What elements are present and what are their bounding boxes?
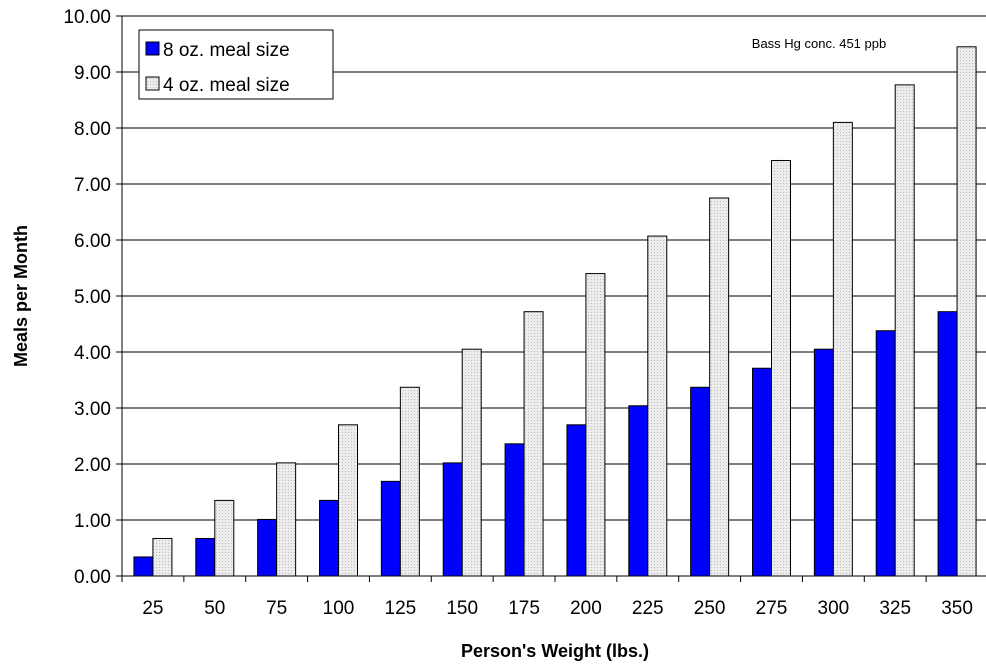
x-tick-label: 175 <box>508 598 540 619</box>
y-tick-label: 10.00 <box>63 7 111 28</box>
bar-4oz <box>276 462 297 577</box>
legend-label-4oz: 4 oz. meal size <box>163 75 290 96</box>
legend: 8 oz. meal size 4 oz. meal size <box>138 29 334 100</box>
y-tick-label: 9.00 <box>74 63 111 84</box>
y-tick-label: 7.00 <box>74 175 111 196</box>
x-tick-label: 125 <box>385 598 417 619</box>
x-tick-label: 75 <box>266 598 287 619</box>
bar-8oz <box>752 367 772 577</box>
bar-8oz <box>937 311 958 577</box>
bar-4oz <box>647 235 668 577</box>
y-tick-label: 0.00 <box>74 567 111 588</box>
bar-4oz <box>832 121 853 577</box>
x-tick-labels: 25 50 75 100 125 150 175 200 225 250 275 300 325 350 <box>142 598 973 619</box>
gridlines <box>122 15 986 521</box>
bar-8oz <box>257 518 278 577</box>
bar-8oz <box>875 330 896 577</box>
bar-8oz <box>504 443 525 577</box>
x-tick-label: 350 <box>941 598 973 619</box>
bar-4oz <box>338 424 358 577</box>
legend-swatch-4oz <box>145 76 160 91</box>
legend-swatch-8oz <box>145 41 160 56</box>
annotation: Bass Hg conc. 451 ppb <box>752 36 886 51</box>
y-tick-label: 1.00 <box>74 511 111 532</box>
bar-8oz <box>813 348 834 577</box>
y-tick-label: 2.00 <box>74 455 111 476</box>
x-tick-label: 250 <box>694 598 726 619</box>
x-tick-label: 50 <box>204 598 225 619</box>
bar-8oz <box>319 499 339 577</box>
bar-8oz <box>195 537 216 577</box>
bars <box>133 46 977 577</box>
bar-4oz <box>894 84 915 577</box>
bar-4oz <box>585 273 606 577</box>
bar-8oz <box>442 462 463 577</box>
y-axis-title: Meals per Month <box>11 225 31 367</box>
bar-8oz <box>628 405 649 577</box>
axes <box>116 15 986 582</box>
y-tick-label: 8.00 <box>74 119 111 140</box>
x-tick-label: 150 <box>446 598 478 619</box>
x-tick-label: 300 <box>818 598 850 619</box>
bar-4oz <box>152 537 173 577</box>
bar-4oz <box>461 348 482 577</box>
bar-4oz <box>956 46 977 577</box>
legend-label-8oz: 8 oz. meal size <box>163 40 290 61</box>
bar-4oz <box>214 499 235 577</box>
x-tick-label: 25 <box>142 598 163 619</box>
y-tick-label: 4.00 <box>74 343 111 364</box>
y-tick-labels: 0.00 1.00 2.00 3.00 4.00 5.00 6.00 7.00 8.00 9.00… <box>63 7 111 588</box>
bar-4oz <box>523 311 544 577</box>
x-tick-label: 200 <box>570 598 602 619</box>
bar-8oz <box>566 424 587 577</box>
x-tick-label: 325 <box>879 598 911 619</box>
y-tick-label: 6.00 <box>74 231 111 252</box>
bar-8oz <box>380 480 401 577</box>
x-tick-label: 100 <box>323 598 355 619</box>
y-tick-label: 5.00 <box>74 287 111 308</box>
bar-4oz <box>771 159 791 577</box>
y-tick-label: 3.00 <box>74 399 111 420</box>
x-tick-label: 225 <box>632 598 664 619</box>
x-axis-title: Person's Weight (lbs.) <box>461 641 649 661</box>
bar-4oz <box>399 386 420 577</box>
bar-4oz <box>709 197 730 577</box>
bar-8oz <box>133 556 154 577</box>
bar-8oz <box>690 386 711 577</box>
legend-box <box>138 29 334 100</box>
x-tick-label: 275 <box>756 598 788 619</box>
